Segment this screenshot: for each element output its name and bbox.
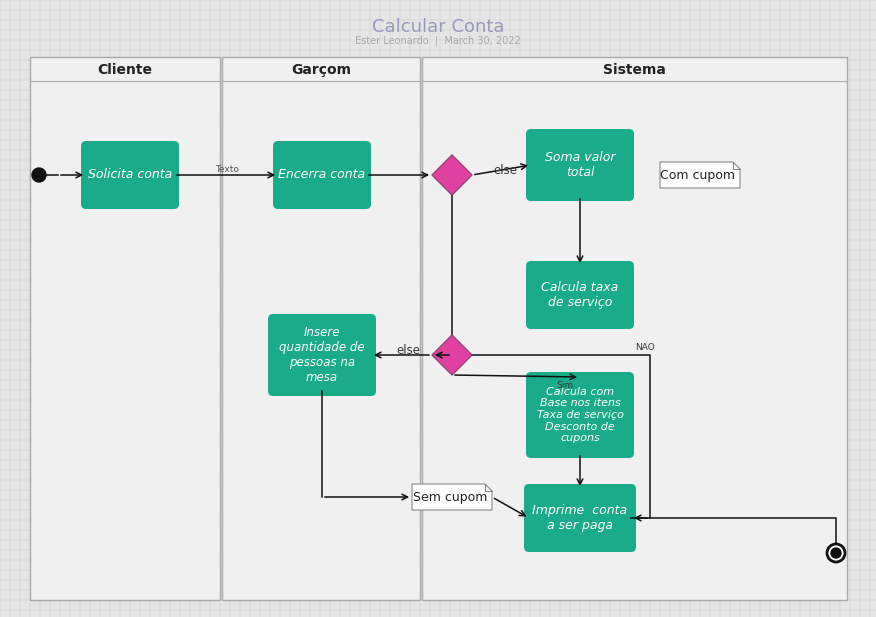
Text: Calcula com
Base nos itens
Taxa de serviço
Desconto de
cupons: Calcula com Base nos itens Taxa de servi… [537, 387, 624, 443]
Circle shape [831, 548, 841, 558]
Text: else: else [396, 344, 420, 357]
Text: else: else [493, 164, 517, 176]
Polygon shape [432, 155, 472, 195]
FancyBboxPatch shape [268, 314, 376, 396]
FancyBboxPatch shape [273, 141, 371, 209]
Text: Com cupom: Com cupom [661, 168, 736, 181]
Text: Sem cupom: Sem cupom [413, 491, 487, 503]
Polygon shape [412, 484, 492, 510]
Circle shape [32, 168, 46, 182]
Circle shape [827, 544, 845, 562]
Text: Garçom: Garçom [291, 63, 351, 77]
FancyBboxPatch shape [526, 129, 634, 201]
FancyBboxPatch shape [524, 484, 636, 552]
Polygon shape [432, 335, 472, 375]
FancyBboxPatch shape [526, 372, 634, 458]
FancyBboxPatch shape [422, 57, 847, 600]
Text: Calcula taxa
de serviço: Calcula taxa de serviço [541, 281, 618, 309]
Text: NAO: NAO [635, 344, 655, 352]
Text: Sistema: Sistema [603, 63, 666, 77]
Text: Encerra conta: Encerra conta [279, 168, 365, 181]
Text: Texto: Texto [215, 165, 239, 173]
Polygon shape [660, 162, 740, 188]
Text: Imprime  conta
a ser paga: Imprime conta a ser paga [533, 504, 627, 532]
FancyBboxPatch shape [30, 57, 220, 600]
Text: Ester Leonardo  |  March 30, 2022: Ester Leonardo | March 30, 2022 [355, 36, 521, 46]
FancyBboxPatch shape [222, 57, 420, 600]
Text: Soma valor
total: Soma valor total [545, 151, 615, 179]
Text: Sim: Sim [556, 381, 574, 391]
Text: Solicita conta: Solicita conta [88, 168, 172, 181]
Text: Insere
quantidade de
pessoas na
mesa: Insere quantidade de pessoas na mesa [279, 326, 364, 384]
Text: Calcular Conta: Calcular Conta [371, 18, 505, 36]
FancyBboxPatch shape [526, 261, 634, 329]
FancyBboxPatch shape [81, 141, 179, 209]
Text: Cliente: Cliente [97, 63, 152, 77]
